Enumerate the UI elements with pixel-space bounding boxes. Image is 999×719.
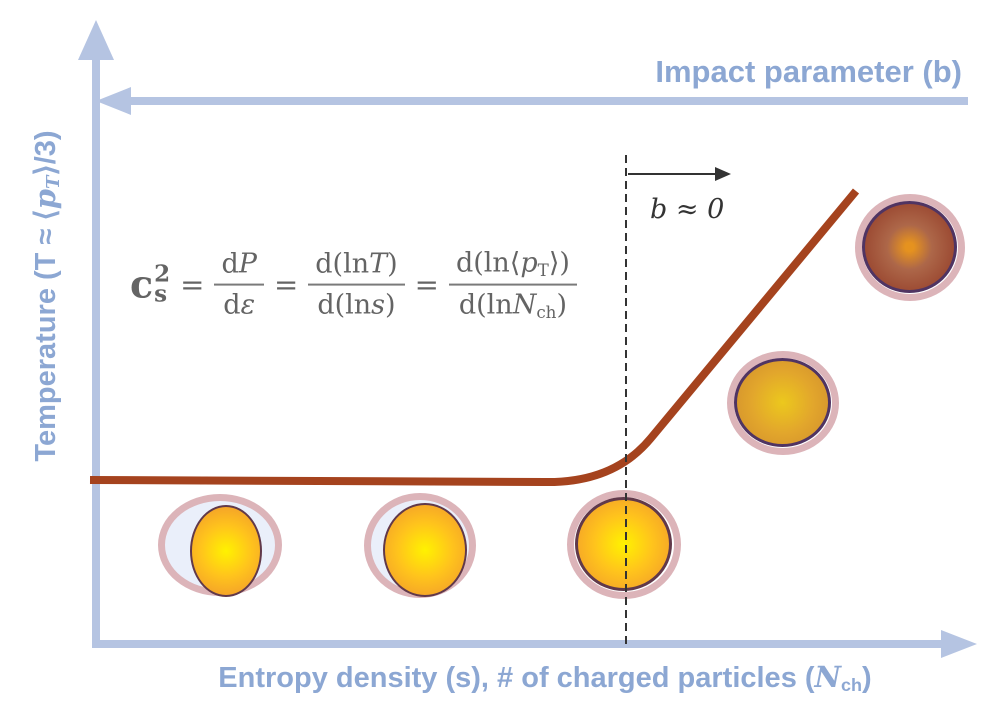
coef-superscript: 2: [154, 260, 171, 288]
f1-den-var: ε: [240, 290, 256, 321]
coef-base: c: [130, 262, 154, 307]
y-axis-label: Temperature (T ≈ ⟨pT⟩/3): [28, 130, 64, 461]
central-overlap-core: [575, 497, 672, 591]
f3-num-prefix: d(ln⟨: [455, 247, 521, 279]
y-label-prefix: Temperature (T ≈ ⟨: [29, 209, 62, 462]
speed-of-sound-formula: c 2 s = dP dε = d(lnT) d(lns) = d(ln⟨pT⟩…: [130, 248, 577, 323]
coef-superscript-subscript: 2 s: [154, 260, 171, 308]
x-label-prefix: Entropy density (s), # of charged partic…: [218, 661, 815, 694]
formula-coefficient: c 2 s: [130, 260, 171, 308]
f3-den-prefix: d(ln: [458, 290, 513, 321]
fraction2-numerator: d(lnT): [308, 248, 405, 286]
equals-sign-1: =: [180, 268, 205, 302]
collision-semi-central: [364, 493, 476, 598]
collision-peripheral: [158, 494, 282, 597]
peripheral-overlap-core: [190, 505, 262, 597]
f2-den-suffix: ): [385, 290, 396, 321]
central-halo-ring: [567, 490, 681, 599]
impact-parameter-arrowhead-icon: [96, 87, 131, 115]
collision-central-hottest: [855, 194, 965, 301]
b-approx-zero-annotation: b ≈ 0: [650, 194, 724, 225]
f2-num-prefix: d(ln: [315, 248, 370, 280]
f2-den-prefix: d(ln: [317, 290, 372, 321]
f3-den-subscript: ch: [536, 302, 557, 323]
y-axis-arrowhead-icon: [78, 20, 114, 60]
f1-num-d: d: [221, 248, 239, 280]
peripheral-halo-ring: [158, 494, 282, 597]
fraction3-numerator: d(ln⟨pT⟩): [448, 247, 577, 286]
equals-sign-3: =: [414, 268, 439, 302]
f1-num-var: P: [238, 248, 257, 280]
trend-curve: [89, 188, 860, 487]
collision-central: [567, 490, 681, 599]
f2-den-var: s: [371, 290, 386, 321]
semi-central-halo-ring: [364, 493, 476, 598]
fraction2-denominator: d(lns): [310, 286, 402, 321]
fraction1-numerator: dP: [214, 248, 264, 286]
f3-num-var: p: [520, 247, 538, 279]
f2-num-var: T: [369, 248, 388, 280]
y-label-suffix: ⟩/3): [29, 130, 62, 176]
impact-parameter-label-text: Impact parameter (b): [655, 54, 962, 89]
hottest-halo-ring: [855, 194, 965, 301]
semi-central-overlap-core: [383, 503, 467, 597]
fraction-pressure-energy: dP dε: [214, 248, 264, 321]
fraction-lnT-lns: d(lnT) d(lns): [308, 248, 405, 321]
collision-central-hotter: [727, 351, 839, 455]
x-label-variable-subscript: ch: [841, 675, 863, 696]
hottest-core: [862, 201, 957, 293]
x-axis-label: Entropy density (s), # of charged partic…: [218, 660, 871, 696]
fraction-lnpT-lnNch: d(ln⟨pT⟩) d(lnNch): [448, 247, 577, 323]
hotter-halo-ring: [727, 351, 839, 455]
y-label-variable: p: [27, 188, 62, 210]
f3-num-suffix: ⟩): [548, 247, 570, 279]
x-label-variable: N: [814, 659, 842, 694]
f2-num-suffix: ): [387, 248, 398, 280]
fraction1-denominator: dε: [216, 286, 262, 321]
f1-den-d: d: [223, 290, 241, 321]
b-approx-zero-text: b ≈ 0: [650, 194, 725, 225]
y-label-variable-subscript: T: [43, 175, 65, 189]
impact-parameter-axis-label: Impact parameter (b): [655, 54, 962, 90]
fraction3-denominator: d(lnNch): [452, 286, 574, 322]
x-axis-arrowhead-icon: [941, 630, 977, 658]
f3-num-subscript: T: [537, 259, 549, 280]
x-label-suffix: ): [862, 661, 872, 694]
hotter-core: [734, 358, 831, 447]
f3-den-var: N: [512, 290, 537, 321]
coef-subscript: s: [154, 281, 168, 308]
f3-den-suffix: ): [556, 290, 568, 321]
equals-sign-2: =: [273, 268, 299, 302]
